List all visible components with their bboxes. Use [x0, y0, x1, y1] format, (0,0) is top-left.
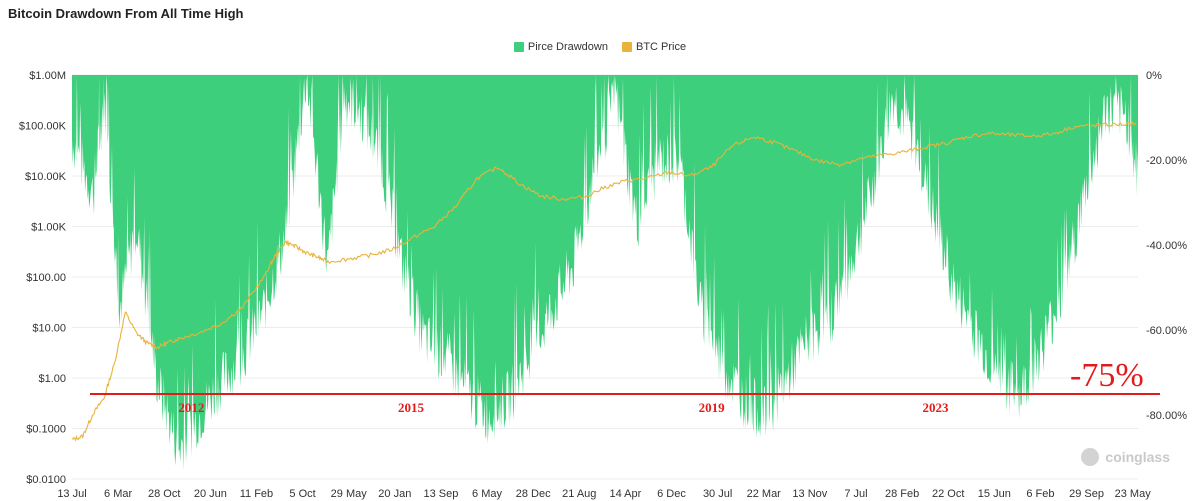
- y-left-tick-label: $0.0100: [26, 474, 66, 486]
- y-right-tick-label: -40.00%: [1146, 240, 1187, 252]
- x-tick-label: 20 Jun: [194, 488, 227, 500]
- threshold-label: -75%: [1070, 357, 1144, 394]
- chart-legend: Pirce Drawdown BTC Price: [0, 41, 1200, 53]
- x-tick-label: 6 May: [472, 488, 502, 500]
- x-tick-label: 21 Aug: [562, 488, 596, 500]
- x-tick-label: 29 May: [331, 488, 368, 500]
- legend-swatch-btc-price: [621, 42, 632, 52]
- x-tick-label: 14 Apr: [609, 488, 641, 500]
- x-tick-label: 30 Jul: [703, 488, 732, 500]
- y-left-tick-label: $1.00: [38, 373, 66, 385]
- y-left-tick-label: $10.00K: [25, 171, 67, 183]
- watermark-text: coinglass: [1105, 449, 1170, 465]
- y-left-tick-label: $100.00K: [19, 121, 67, 133]
- x-tick-label: 13 Sep: [423, 488, 458, 500]
- x-tick-label: 22 Mar: [747, 488, 782, 500]
- x-tick-label: 7 Jul: [844, 488, 867, 500]
- x-tick-label: 13 Jul: [57, 488, 86, 500]
- legend-swatch-drawdown: [513, 42, 524, 52]
- coinglass-logo-icon: [1081, 448, 1100, 466]
- y-left-tick-label: $1.00K: [31, 222, 67, 234]
- cycle-year-label: 2019: [699, 400, 726, 415]
- x-tick-label: 6 Mar: [104, 488, 132, 500]
- chart-title: Bitcoin Drawdown From All Time High: [8, 6, 244, 21]
- y-left-tick-label: $100.00: [26, 272, 66, 284]
- y-right-tick-label: -60.00%: [1146, 325, 1187, 337]
- y-left-tick-label: $1.00M: [29, 70, 66, 82]
- x-tick-label: 11 Feb: [240, 488, 273, 500]
- legend-label-drawdown: Pirce Drawdown: [527, 41, 608, 53]
- x-tick-label: 28 Dec: [516, 488, 551, 500]
- x-tick-label: 23 May: [1115, 488, 1152, 500]
- cycle-year-label: 2023: [922, 400, 949, 415]
- series-btc-price-line: [71, 121, 1137, 442]
- y-right-tick-label: -80.00%: [1146, 410, 1187, 422]
- x-tick-label: 28 Feb: [885, 488, 919, 500]
- y-left-tick-label: $0.1000: [26, 424, 66, 436]
- y-left-tick-label: $10.00: [32, 323, 66, 335]
- y-right-tick-label: -20.00%: [1146, 155, 1187, 167]
- x-tick-label: 5 Oct: [289, 488, 315, 500]
- x-tick-label: 6 Feb: [1026, 488, 1054, 500]
- x-tick-label: 28 Oct: [148, 488, 180, 500]
- coinglass-watermark: coinglass: [1081, 448, 1170, 466]
- series-drawdown-area: [72, 75, 1138, 471]
- cycle-year-label: 2012: [178, 400, 204, 415]
- y-right-tick-label: 0%: [1146, 70, 1162, 82]
- x-tick-label: 13 Nov: [792, 488, 827, 500]
- x-tick-label: 29 Sep: [1069, 488, 1104, 500]
- legend-item-drawdown[interactable]: Pirce Drawdown: [513, 41, 608, 53]
- x-tick-label: 20 Jan: [378, 488, 411, 500]
- x-tick-label: 15 Jun: [978, 488, 1011, 500]
- legend-item-btc-price[interactable]: BTC Price: [621, 41, 687, 53]
- x-tick-label: 6 Dec: [657, 488, 686, 500]
- cycle-year-label: 2015: [398, 400, 425, 415]
- legend-label-btc-price: BTC Price: [635, 41, 687, 53]
- x-tick-label: 22 Oct: [932, 488, 964, 500]
